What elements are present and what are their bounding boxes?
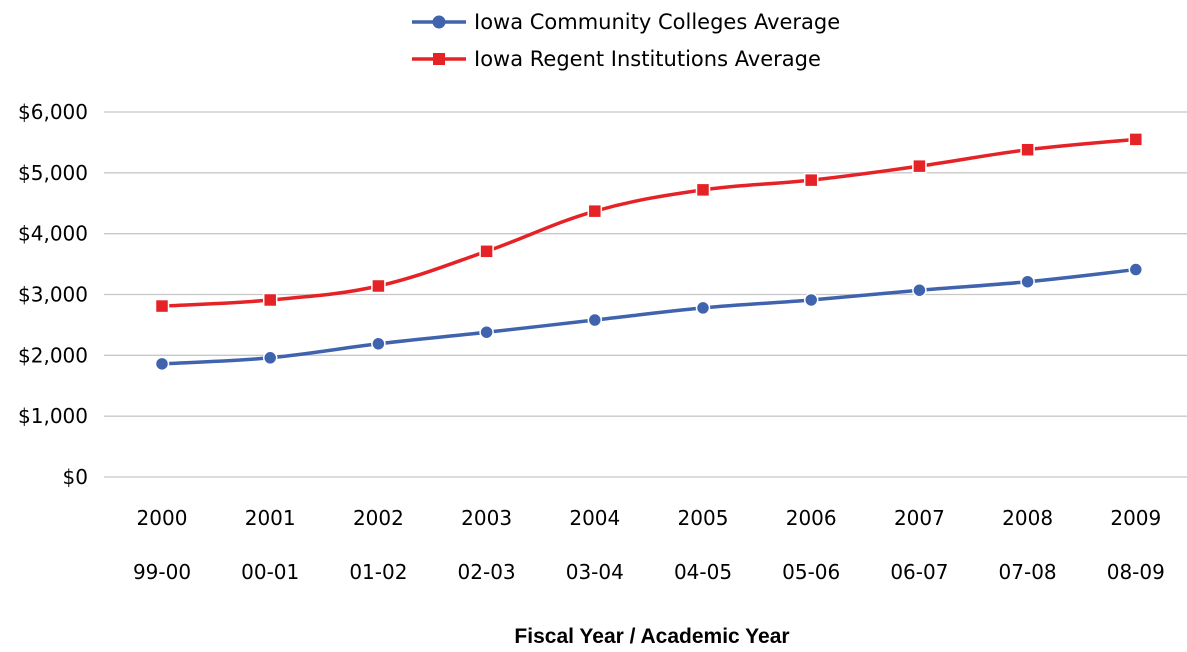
x-tick-label-academic-year: 99-00 [133,560,191,584]
legend: Iowa Community Colleges Average Iowa Reg… [412,10,840,71]
x-tick-label-academic-year: 02-03 [458,560,516,584]
y-axis-tick-labels: $0 $1,000 $2,000 $3,000 $4,000 $5,000 $6,000 [18,100,88,489]
data-point-circle [262,350,278,366]
series-community-colleges [154,262,1144,372]
data-point-circle [371,336,386,352]
data-point-square [154,298,170,314]
data-point-circle [479,324,494,340]
y-tick-label: $4,000 [18,222,88,246]
y-tick-label: $5,000 [18,161,88,185]
data-point-circle [154,356,170,372]
series-regent-institutions [154,132,1144,314]
data-point-circle [587,312,603,328]
x-tick-label-year: 2002 [353,506,404,530]
x-tick-label-year: 2009 [1110,506,1161,530]
legend-marker-circle-icon [432,15,446,29]
legend-label-regent-institutions: Iowa Regent Institutions Average [474,47,821,71]
y-tick-label: $1,000 [18,404,88,428]
data-point-square [262,292,278,308]
x-tick-label-year: 2005 [678,506,729,530]
data-point-square [912,158,927,174]
y-tick-label: $2,000 [18,343,88,367]
data-point-circle [912,282,927,298]
legend-marker-square-icon [433,53,445,65]
y-tick-label: $6,000 [18,100,88,124]
x-tick-label-academic-year: 06-07 [890,560,948,584]
legend-item-community-colleges: Iowa Community Colleges Average [412,10,840,34]
data-point-square [1020,142,1035,157]
x-tick-label-academic-year: 01-02 [349,560,407,584]
data-point-circle [1020,274,1035,289]
data-point-circle [1128,262,1144,277]
x-axis-title: Fiscal Year / Academic Year [514,625,789,648]
legend-item-regent-institutions: Iowa Regent Institutions Average [412,47,821,71]
y-tick-label: $3,000 [18,283,88,307]
series-lines [154,132,1144,372]
legend-label-community-colleges: Iowa Community Colleges Average [474,10,840,34]
y-tick-label: $0 [63,465,88,489]
x-tick-label-year: 2004 [569,506,620,530]
data-point-square [371,278,386,294]
data-point-square [803,172,819,188]
series-line [161,267,1136,366]
x-axis-tick-labels: 2000 2001 2002 2003 2004 2005 2006 2007 2008 2009… [133,506,1165,584]
data-point-square [695,182,711,198]
x-tick-label-academic-year: 07-08 [999,560,1057,584]
x-tick-label-year: 2007 [894,506,945,530]
data-point-square [1128,132,1144,147]
x-tick-label-year: 2001 [245,506,296,530]
x-tick-label-academic-year: 00-01 [241,560,299,584]
x-tick-label-academic-year: 04-05 [674,560,732,584]
data-point-square [587,203,603,219]
x-tick-label-year: 2003 [461,506,512,530]
x-tick-label-academic-year: 03-04 [566,560,624,584]
data-point-circle [803,292,819,308]
x-tick-label-academic-year: 08-09 [1107,560,1165,584]
x-tick-label-year: 2000 [137,506,188,530]
x-tick-label-academic-year: 05-06 [782,560,840,584]
x-tick-label-year: 2008 [1002,506,1053,530]
x-tick-label-year: 2006 [786,506,837,530]
series-line [161,137,1136,308]
data-point-square [479,244,494,259]
data-point-circle [695,300,711,316]
